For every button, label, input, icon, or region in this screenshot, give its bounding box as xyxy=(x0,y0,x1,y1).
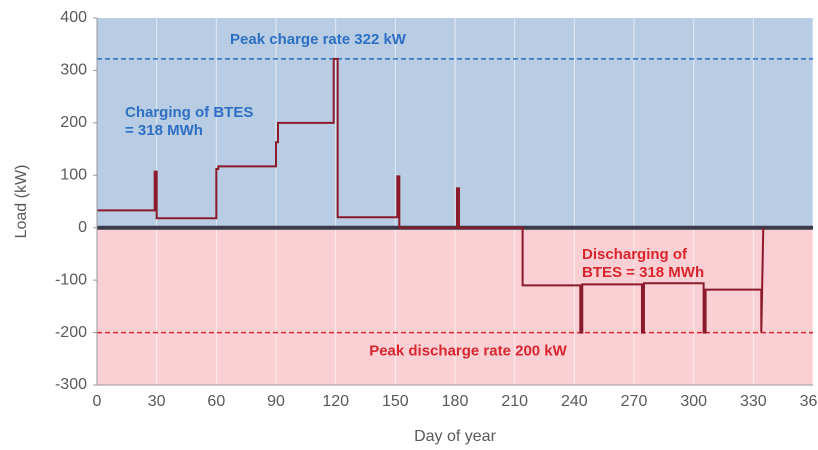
y-tick-label: 0 xyxy=(78,219,87,236)
annotation: BTES = 318 MWh xyxy=(582,264,704,281)
y-tick-label: -200 xyxy=(55,324,87,341)
y-axis-title: Load (kW) xyxy=(13,165,30,239)
x-tick-label: 270 xyxy=(621,393,648,410)
y-tick-label: 400 xyxy=(60,9,87,26)
x-tick-label: 240 xyxy=(561,393,588,410)
x-tick-label: 300 xyxy=(680,393,707,410)
x-tick-label: 90 xyxy=(267,393,285,410)
x-tick-label: 360 xyxy=(800,393,818,410)
y-tick-label: -100 xyxy=(55,271,87,288)
x-tick-label: 180 xyxy=(442,393,469,410)
reference-label: Peak charge rate 322 kW xyxy=(230,31,407,48)
y-tick-label: 300 xyxy=(60,62,87,79)
data-line xyxy=(97,57,765,334)
annotation: Discharging of xyxy=(582,246,688,263)
annotation: = 318 MWh xyxy=(125,122,203,139)
x-tick-label: 210 xyxy=(501,393,528,410)
annotation: Charging of BTES xyxy=(125,104,253,121)
x-tick-label: 0 xyxy=(93,393,102,410)
x-axis-title: Day of year xyxy=(414,428,496,445)
y-tick-label: 200 xyxy=(60,114,87,131)
y-tick-label: -300 xyxy=(55,376,87,393)
x-tick-label: 60 xyxy=(207,393,225,410)
x-tick-label: 150 xyxy=(382,393,409,410)
x-tick-label: 330 xyxy=(740,393,767,410)
reference-label: Peak discharge rate 200 kW xyxy=(369,343,567,360)
x-tick-label: 120 xyxy=(322,393,349,410)
x-tick-label: 30 xyxy=(148,393,166,410)
y-tick-label: 100 xyxy=(60,167,87,184)
